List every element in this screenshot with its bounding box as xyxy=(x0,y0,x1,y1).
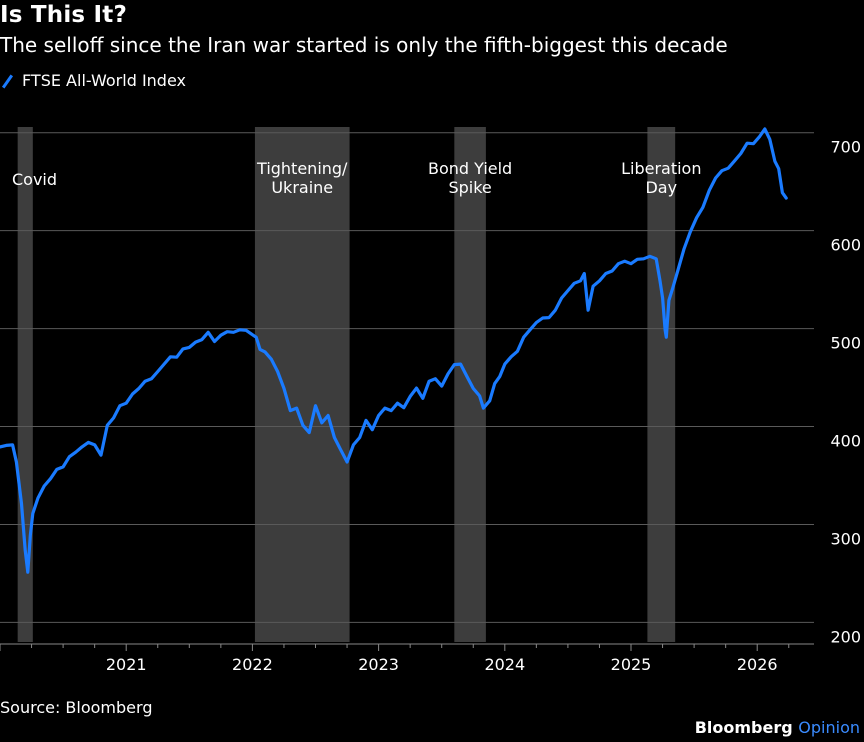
period-label-0: Covid xyxy=(12,170,57,189)
brand-name: Bloomberg xyxy=(694,718,793,737)
line-chart: 200 300 400 500 600 700 Covid Tightening/Ukrain… xyxy=(0,127,861,674)
chart-title: Is This It? xyxy=(0,2,127,28)
y-tick-label-200: 200 xyxy=(830,627,861,646)
legend: FTSE All-World Index xyxy=(2,71,186,90)
x-tick-label-2023: 2023 xyxy=(358,655,399,674)
x-tick-label-2025: 2025 xyxy=(611,655,652,674)
x-tick-label-2024: 2024 xyxy=(484,655,525,674)
source-note: Source: Bloomberg xyxy=(0,698,153,717)
y-tick-label-300: 300 xyxy=(830,529,861,548)
shaded-period-0 xyxy=(17,127,33,642)
period-label-2: Bond Yield Spike xyxy=(428,159,512,197)
x-tick-label-2022: 2022 xyxy=(232,655,273,674)
y-tick-label-700: 700 xyxy=(830,138,861,157)
period-label-1: Tightening/Ukraine xyxy=(256,159,348,197)
legend-label: FTSE All-World Index xyxy=(22,71,186,90)
x-tick-label-2026: 2026 xyxy=(737,655,778,674)
y-tick-label-500: 500 xyxy=(830,334,861,353)
series-line-0 xyxy=(0,127,788,574)
shaded-period-3 xyxy=(647,127,676,642)
x-tick-label-2021: 2021 xyxy=(106,655,147,674)
period-label-3: Liberation Day xyxy=(621,159,701,197)
brand-logo: Bloomberg Opinion xyxy=(695,718,860,737)
shaded-period-1 xyxy=(254,127,350,642)
chart-subtitle: The selloff since the Iran war started i… xyxy=(0,33,728,57)
y-tick-label-400: 400 xyxy=(830,432,861,451)
y-tick-label-600: 600 xyxy=(830,236,861,255)
brand-suffix: Opinion xyxy=(798,718,860,737)
